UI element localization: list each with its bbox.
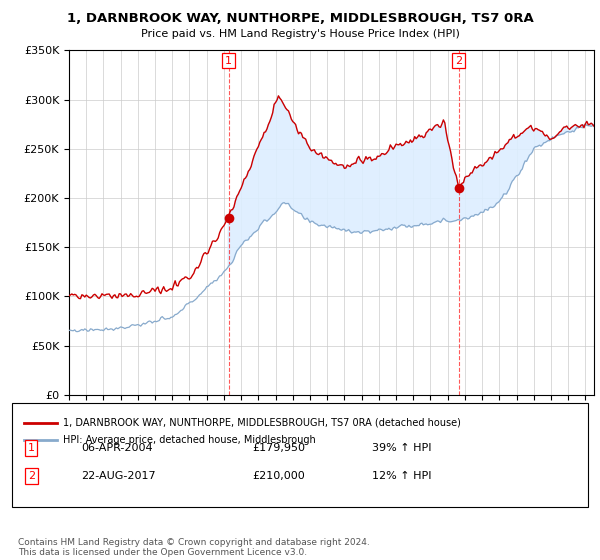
- Text: 1: 1: [28, 443, 35, 453]
- Text: Price paid vs. HM Land Registry's House Price Index (HPI): Price paid vs. HM Land Registry's House …: [140, 29, 460, 39]
- Text: 2: 2: [28, 471, 35, 481]
- Text: 1: 1: [225, 55, 232, 66]
- Text: 39% ↑ HPI: 39% ↑ HPI: [372, 443, 431, 453]
- Text: 1, DARNBROOK WAY, NUNTHORPE, MIDDLESBROUGH, TS7 0RA: 1, DARNBROOK WAY, NUNTHORPE, MIDDLESBROU…: [67, 12, 533, 25]
- Text: 12% ↑ HPI: 12% ↑ HPI: [372, 471, 431, 481]
- Text: 2: 2: [455, 55, 462, 66]
- Text: £179,950: £179,950: [252, 443, 305, 453]
- Text: 1, DARNBROOK WAY, NUNTHORPE, MIDDLESBROUGH, TS7 0RA (detached house): 1, DARNBROOK WAY, NUNTHORPE, MIDDLESBROU…: [63, 418, 461, 428]
- Text: HPI: Average price, detached house, Middlesbrough: HPI: Average price, detached house, Midd…: [63, 435, 316, 445]
- Text: 06-APR-2004: 06-APR-2004: [81, 443, 152, 453]
- Text: £210,000: £210,000: [252, 471, 305, 481]
- Text: 22-AUG-2017: 22-AUG-2017: [81, 471, 155, 481]
- Text: Contains HM Land Registry data © Crown copyright and database right 2024.
This d: Contains HM Land Registry data © Crown c…: [18, 538, 370, 557]
